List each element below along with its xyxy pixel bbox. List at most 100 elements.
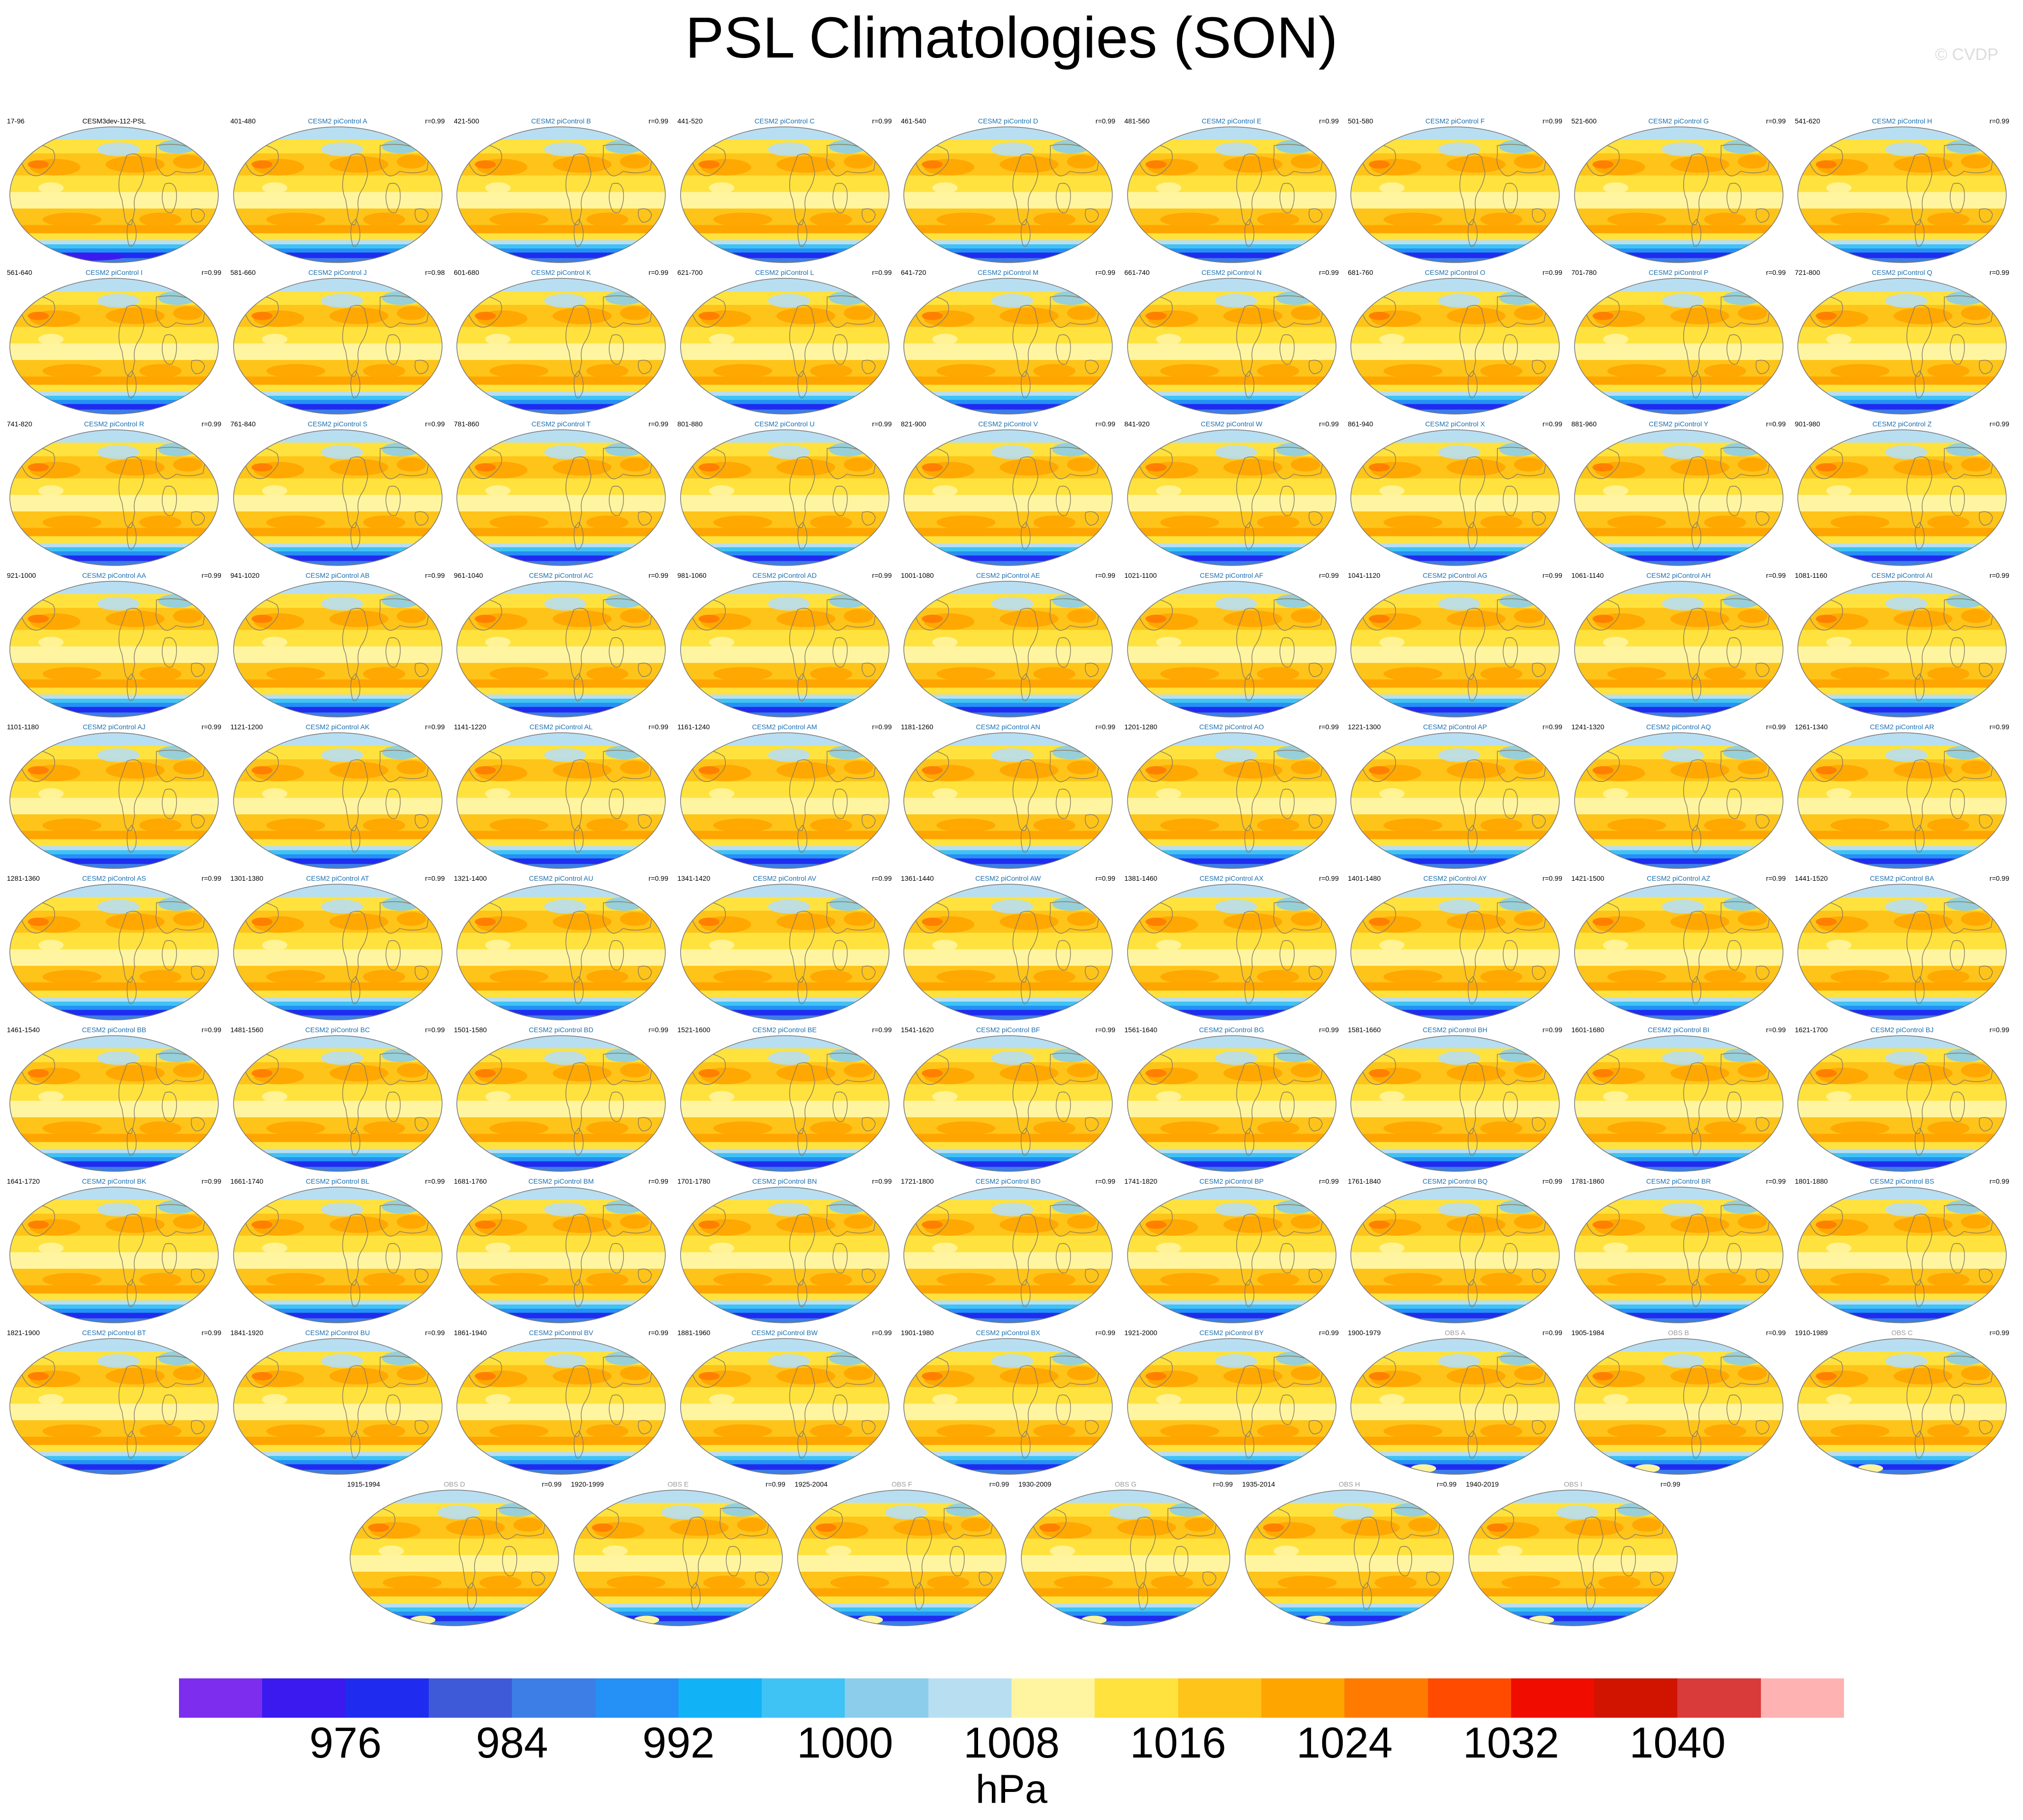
pressure-cell [544,142,587,156]
pressure-cell [927,1576,969,1590]
pressure-band [680,1300,889,1305]
pressure-cell [1826,182,1852,194]
pressure-band [1351,1456,1559,1461]
pressure-band [1351,707,1559,713]
pressure-band [1127,1456,1336,1461]
pressure-cell [1961,154,1991,169]
pressure-cell [698,615,719,623]
coastline [1459,759,1486,831]
pressure-band [10,1010,218,1016]
pressure-band [10,733,218,746]
map-border [1245,1490,1454,1626]
panel-years: 961-1040 [454,571,483,579]
pressure-cell [1438,142,1481,156]
coastline [861,662,876,677]
coastline [1467,1279,1478,1307]
pressure-cell [552,459,612,476]
pressure-band [1351,400,1559,405]
map-border [1350,1035,1560,1172]
pressure-cell [1592,312,1613,320]
pressure-cell [262,485,287,497]
coastline [1726,182,1742,213]
map-panel: 1341-1420 CESM2 piControl AV r=0.99 [675,874,895,1027]
pressure-cell [1215,294,1257,308]
pressure-band [680,233,889,241]
psl-map [1350,884,1560,1020]
coastline [1726,1091,1742,1122]
coastline [950,1546,965,1577]
pressure-band [904,679,1112,688]
pressure-band [1798,646,2006,663]
pressure-band [1127,1252,1336,1269]
pressure-band [233,233,442,241]
pressure-cell [1961,609,1991,623]
coastline [350,370,360,398]
panel-title: CESM2 piControl R [84,420,145,428]
pressure-cell [1598,1576,1640,1590]
pressure-cell [1438,445,1481,459]
coastline [1308,1117,1323,1132]
panel-title: OBS C [1891,1329,1913,1337]
pressure-cell [1215,445,1257,459]
pressure-band [680,551,889,556]
pressure-band [1574,707,1783,713]
coastline [1236,759,1262,831]
coastline [573,1127,584,1156]
map-panel: 1421-1500 CESM2 piControl AZ r=0.99 [1569,874,1789,1027]
coastline [1503,182,1518,213]
pressure-cell [1606,1273,1666,1287]
panel-correlation: r=0.99 [1766,874,1786,882]
panel-title: CESM2 piControl J [308,269,367,276]
pressure-band [10,536,218,544]
pressure-cell [829,140,867,153]
pressure-band [1574,858,1783,865]
pressure-band [10,1469,218,1474]
coastline [119,759,145,831]
coastline [1950,485,1965,516]
pressure-band [10,543,218,548]
pressure-band [1245,1490,1454,1503]
pressure-band [1127,839,1336,847]
pressure-cell [362,364,405,378]
pressure-cell [1703,667,1746,681]
panel-title: CESM2 piControl BW [751,1329,818,1337]
pressure-band [1574,225,1783,234]
pressure-cell [1033,515,1075,530]
pressure-cell [489,1121,549,1135]
pressure-cell [703,1576,745,1590]
panel-title: CESM2 piControl AE [976,571,1040,579]
pressure-band [457,555,665,562]
panel-correlation: r=0.99 [1989,1026,2009,1034]
pressure-band [1351,1149,1559,1154]
map-border [233,581,443,717]
pressure-band [680,385,889,392]
pressure-cell [932,1091,958,1103]
pressure-band [233,1010,442,1016]
psl-map [903,278,1113,415]
coastline [119,456,145,528]
map-border [1127,278,1337,415]
panel-years: 1101-1180 [7,723,39,731]
panel-title: CESM2 piControl BF [976,1026,1040,1034]
pressure-cell [42,970,102,984]
psl-map [1797,278,2007,415]
panel-title: CESM2 piControl BJ [1870,1026,1934,1034]
coastline [1426,1571,1440,1586]
panel-title: CESM2 piControl AO [1199,723,1264,731]
coastline [342,305,368,377]
pressure-band [1574,949,1783,966]
panel-years: 1421-1500 [1571,874,1605,882]
pressure-band [1574,1269,1783,1286]
pressure-band [904,127,1112,140]
pressure-cell [1737,912,1767,926]
pressure-cell [105,913,165,930]
pressure-band [1798,1339,2006,1352]
psl-map [233,732,443,869]
pressure-band [904,1313,1112,1319]
panel-years: 1935-2014 [1242,1480,1275,1488]
pressure-cell [266,364,325,378]
pressure-band [1574,551,1783,556]
panel-title: CESM2 piControl BB [82,1026,147,1034]
pressure-band [680,858,889,865]
